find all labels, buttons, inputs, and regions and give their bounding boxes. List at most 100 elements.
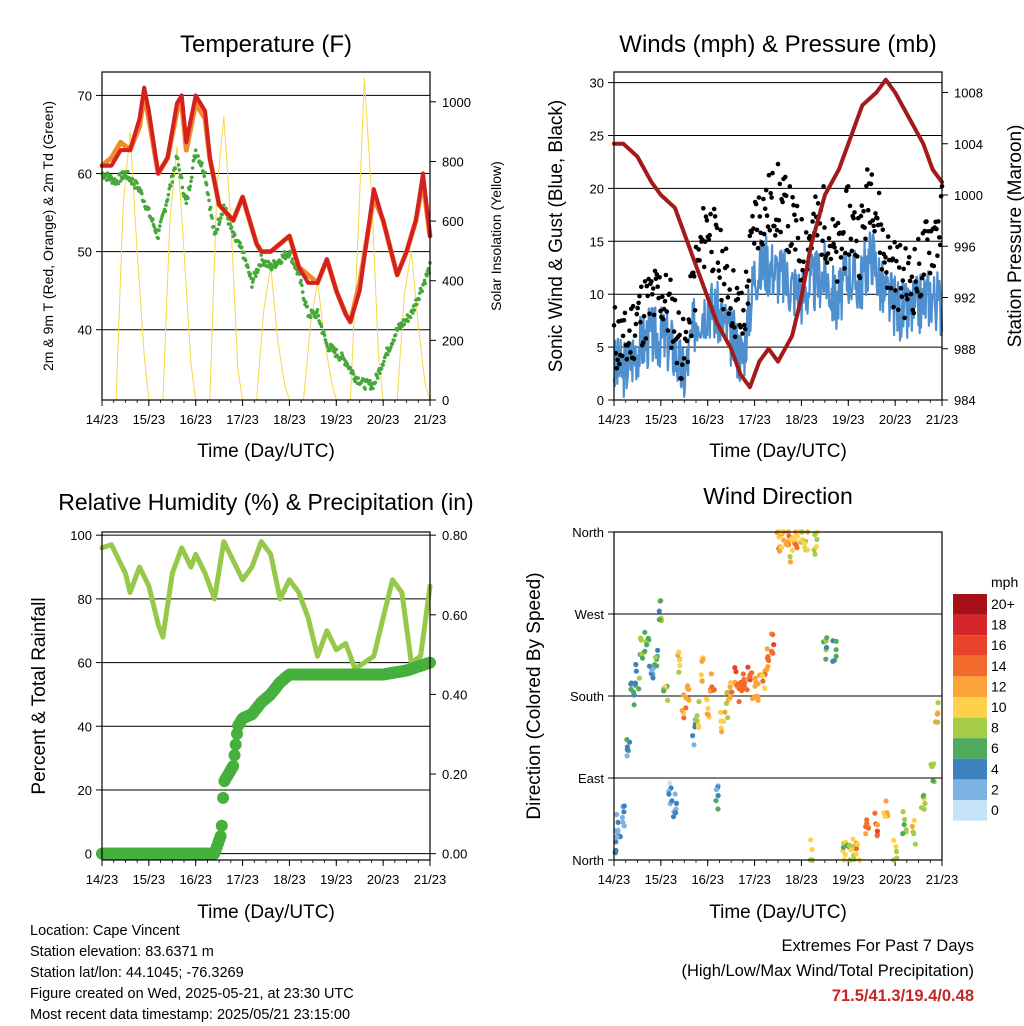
humidity-panel: Relative Humidity (%) & Precipitation (i… [29, 489, 474, 923]
legend-label: 12 [991, 678, 1007, 694]
gust-point [628, 350, 633, 355]
gust-point [890, 256, 896, 262]
gust-point [681, 356, 687, 361]
gust-point [732, 325, 737, 330]
direction-point [722, 709, 728, 715]
direction-point [633, 668, 640, 674]
x-tick-label: 18/23 [785, 872, 818, 887]
dewpoint-point [105, 171, 110, 175]
legend-swatch [953, 738, 987, 759]
gust-point [732, 334, 738, 340]
direction-point [676, 669, 682, 675]
dewpoint-point [319, 324, 324, 329]
direction-point [690, 733, 696, 739]
gust-point [774, 227, 780, 233]
gust-point [828, 256, 834, 262]
direction-point [853, 845, 860, 852]
gust-point [875, 216, 880, 221]
y-tick-label: 10 [590, 287, 604, 302]
gust-point [815, 201, 821, 206]
dewpoint-point [246, 265, 250, 270]
gust-point [718, 227, 723, 233]
gust-point [885, 234, 891, 239]
dewpoint-point [207, 198, 211, 203]
dewpoint-point [218, 220, 222, 224]
legend-label: 16 [991, 637, 1007, 653]
gust-point [680, 362, 685, 368]
direction-point [872, 810, 878, 816]
legend-label: 14 [991, 658, 1007, 674]
x-tick-label: 16/23 [179, 872, 212, 887]
gust-point [819, 252, 824, 258]
gust-point [878, 222, 884, 227]
legend-swatch [953, 594, 987, 615]
direction-point [764, 646, 770, 652]
direction-point [661, 688, 667, 694]
dewpoint-point [189, 179, 193, 184]
direction-point [673, 810, 679, 816]
dewpoint-point [157, 228, 161, 232]
y-tick-label: 25 [590, 128, 604, 143]
dewpoint-point [393, 333, 398, 337]
dewpoint-point [250, 280, 255, 284]
legend-label: 8 [991, 720, 999, 736]
direction-point [921, 806, 927, 812]
dewpoint-point [418, 291, 422, 295]
direction-point [789, 547, 795, 554]
gust-point [936, 219, 941, 224]
gust-point [677, 332, 682, 338]
y-tick-label: 40 [78, 323, 92, 338]
dewpoint-point [304, 300, 308, 305]
x-tick-label: 17/23 [226, 412, 259, 427]
gust-point [768, 191, 773, 196]
dewpoint-point [240, 245, 244, 249]
gust-point [778, 229, 783, 235]
precip-point [214, 830, 227, 843]
direction-point [930, 778, 936, 784]
direction-point [624, 753, 630, 759]
y-tick-label: 0 [85, 847, 92, 862]
humidity-title: Relative Humidity (%) & Precipitation (i… [58, 489, 473, 515]
direction-point [727, 694, 733, 700]
x-tick-label: 21/23 [926, 872, 959, 887]
dewpoint-point [184, 201, 189, 206]
dewpoint-point [187, 187, 192, 192]
dewpoint-point [151, 217, 155, 221]
station-info: Location: Cape Vincent Station elevation… [30, 921, 354, 1026]
dewpoint-point [322, 330, 326, 334]
dewpoint-point [350, 369, 355, 374]
gust-point [735, 296, 741, 302]
dewpoint-point [300, 290, 305, 294]
gust-point [651, 312, 657, 318]
dewpoint-point [118, 179, 123, 183]
gust-point [892, 239, 897, 245]
direction-point [642, 648, 648, 654]
direction-point [814, 536, 820, 543]
dewpoint-point [382, 359, 386, 364]
humidity-ylabel-left: Percent & Total Rainfall [29, 597, 50, 794]
dewpoint-point [411, 311, 415, 315]
gust-point [631, 356, 637, 362]
direction-point [792, 541, 798, 547]
direction-point [649, 667, 655, 673]
gust-point [756, 195, 762, 200]
direction-point [698, 672, 704, 678]
direction-point [747, 674, 753, 680]
y-tick-label: West [575, 607, 605, 622]
gust-point [752, 241, 757, 246]
gust-point [684, 338, 690, 344]
gust-point [674, 360, 680, 366]
gust-point [702, 239, 708, 244]
gust-point [757, 214, 763, 219]
gust-point [772, 223, 777, 229]
direction-point [683, 705, 689, 711]
direction-point [662, 684, 668, 690]
direction-point [723, 700, 730, 707]
direction-point [922, 800, 928, 807]
direction-point [893, 848, 900, 855]
y-tick-label: North [572, 853, 604, 868]
gust-point [740, 331, 745, 336]
gust-point [745, 301, 751, 306]
direction-point [632, 680, 639, 686]
gust-point [830, 217, 835, 222]
